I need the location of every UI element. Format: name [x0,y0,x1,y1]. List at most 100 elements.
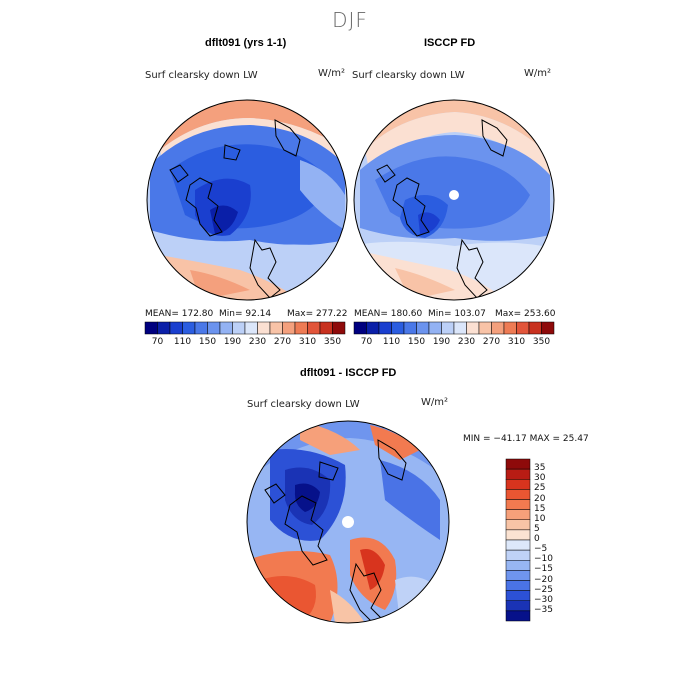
colorbar-swatch [505,570,531,581]
mean-value-model: MEAN= 172.80 [145,309,214,319]
colorbar-swatch [505,468,531,480]
colorbar-swatch [505,549,531,561]
colorbar-swatch [144,321,158,335]
colorbar-swatch [441,321,455,335]
colorbar-swatch [505,499,531,510]
colorbar-swatch [169,321,183,335]
colorbar-swatch [503,321,517,335]
colorbar-model [144,321,346,335]
units-label-obs: W/m² [524,68,552,79]
colorbar-swatch [403,321,417,335]
colorbar-tick-label: 70 [360,337,373,347]
colorbar-swatch [182,321,196,335]
colorbar-tick-label: 310 [507,337,526,347]
colorbar-tick-label: 350 [323,337,342,347]
colorbar-tick-label: 30 [534,473,546,484]
colorbar-swatch [319,321,333,335]
colorbar-tick-label: 110 [173,337,192,347]
colorbar-tick-label: 310 [298,337,317,347]
colorbar-tick-label: 150 [198,337,217,347]
colorbar-tick-label: 230 [457,337,476,347]
colorbar-swatch [244,321,258,335]
units-label-difference: W/m² [421,397,449,408]
colorbar-swatch [428,321,442,335]
colorbar-difference [505,458,531,622]
colorbar-tick-label: 270 [273,337,292,347]
variable-label-difference: Surf clearsky down LW [247,399,360,410]
colorbar-swatch [194,321,208,335]
colorbar-tick-label: 0 [534,534,540,544]
colorbar-tick-label: 10 [534,513,546,524]
colorbar-tick-label: 230 [248,337,267,347]
colorbar-swatch [505,560,531,571]
polar-map-difference [247,421,449,623]
colorbar-tick-label: −30 [534,594,553,605]
colorbar-tick-label: 150 [407,337,426,347]
colorbar-swatch [294,321,308,335]
colorbar-swatch [478,321,492,335]
minmax-difference: MIN = −41.17 MAX = 25.47 [463,434,589,444]
variable-label-model: Surf clearsky down LW [145,70,258,81]
colorbar-swatch [505,600,531,612]
colorbar-tick-label: 15 [534,503,546,514]
polar-map-obs [354,100,554,300]
variable-label-obs: Surf clearsky down LW [352,70,465,81]
colorbar-tick-label: −15 [534,564,553,575]
colorbar-tick-label: 20 [534,493,546,504]
colorbar-swatch [505,519,531,531]
colorbar-tick-label: 190 [223,337,242,347]
colorbar-swatch [416,321,430,335]
colorbar-tick-label: 350 [532,337,551,347]
colorbar-swatch [541,321,555,335]
colorbar-swatch [505,458,531,470]
colorbar-tick-label: −10 [534,554,553,565]
colorbar-swatch [353,321,367,335]
max-value-model: Max= 277.22 [287,309,348,319]
colorbar-swatch [505,580,531,591]
mean-value-obs: MEAN= 180.60 [354,309,423,319]
colorbar-swatch [391,321,405,335]
colorbar-swatch [466,321,480,335]
colorbar-swatch [366,321,380,335]
polar-map-model [147,100,347,300]
units-label-model: W/m² [318,68,346,79]
colorbar-swatch [378,321,392,335]
colorbar-tick-label: 5 [534,523,540,534]
colorbar-swatch [505,539,531,551]
min-value-obs: Min= 103.07 [428,309,486,319]
colorbar-swatch [207,321,221,335]
colorbar-swatch [528,321,542,335]
colorbar-swatch [157,321,171,335]
colorbar-swatch [516,321,530,335]
colorbar-tick-label: 190 [432,337,451,347]
colorbar-swatch [505,509,531,520]
panel-title-difference: dflt091 - ISCCP FD [300,367,397,379]
colorbar-swatch [505,610,531,622]
colorbar-tick-label: 270 [482,337,501,347]
colorbar-obs [353,321,555,335]
colorbar-tick-label: 25 [534,483,546,494]
colorbar-tick-label: 35 [534,463,546,474]
colorbar-tick-label: −20 [534,574,553,585]
colorbar-swatch [491,321,505,335]
panel-title-model: dflt091 (yrs 1-1) [205,37,287,49]
colorbar-swatch [505,489,531,500]
colorbar-swatch [332,321,346,335]
colorbar-swatch [505,529,531,541]
colorbar-swatch [307,321,321,335]
colorbar-swatch [269,321,283,335]
colorbar-swatch [505,479,531,490]
colorbar-tick-label: −35 [534,604,553,615]
main-title: DJF [332,8,368,32]
min-value-model: Min= 92.14 [219,309,272,319]
colorbar-tick-label: 110 [382,337,401,347]
colorbar-tick-label: 70 [151,337,164,347]
max-value-obs: Max= 253.60 [495,309,556,319]
colorbar-swatch [282,321,296,335]
colorbar-tick-label: −5 [534,544,548,555]
colorbar-swatch [232,321,246,335]
colorbar-swatch [505,590,531,601]
colorbar-swatch [257,321,271,335]
colorbar-swatch [453,321,467,335]
